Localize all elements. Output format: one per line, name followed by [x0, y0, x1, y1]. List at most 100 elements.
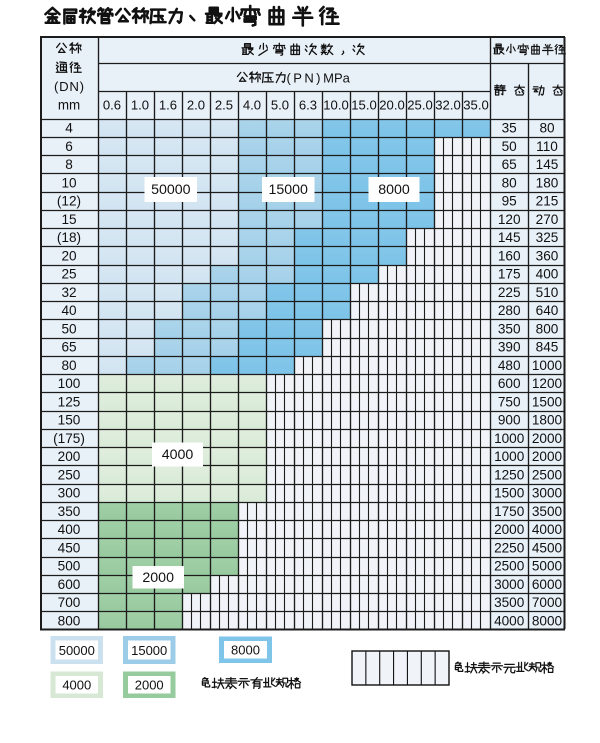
svg-text:2.5: 2.5	[215, 98, 233, 113]
svg-text:15: 15	[61, 212, 76, 227]
svg-text:8: 8	[65, 157, 73, 172]
svg-text:2000: 2000	[532, 431, 563, 446]
svg-text:120: 120	[498, 212, 521, 227]
svg-text:2000: 2000	[494, 522, 525, 537]
svg-text:300: 300	[58, 486, 81, 501]
svg-text:110: 110	[536, 139, 558, 154]
svg-text:800: 800	[58, 613, 81, 628]
svg-text:50: 50	[61, 321, 77, 336]
svg-text:6000: 6000	[532, 577, 563, 592]
svg-text:8000: 8000	[231, 643, 260, 658]
svg-text:700: 700	[58, 595, 81, 610]
svg-text:5.0: 5.0	[271, 98, 289, 113]
svg-text:35.0: 35.0	[463, 98, 488, 113]
svg-text:3500: 3500	[494, 595, 525, 610]
svg-text:25: 25	[61, 267, 76, 282]
svg-text:1500: 1500	[494, 486, 525, 501]
svg-text:600: 600	[58, 577, 81, 592]
svg-text:35: 35	[502, 121, 517, 136]
svg-text:(DN): (DN)	[54, 79, 84, 94]
svg-text:2500: 2500	[494, 559, 525, 574]
svg-text:845: 845	[536, 340, 559, 355]
svg-text:480: 480	[498, 358, 521, 373]
svg-text:1000: 1000	[494, 431, 525, 446]
svg-text:80: 80	[61, 358, 77, 373]
svg-text:25.0: 25.0	[407, 98, 432, 113]
svg-text:mm: mm	[58, 98, 80, 113]
svg-text:65: 65	[502, 157, 517, 172]
svg-text:145: 145	[498, 230, 521, 245]
svg-text:1250: 1250	[494, 467, 525, 482]
svg-text:32.0: 32.0	[435, 98, 460, 113]
svg-text:1000: 1000	[532, 358, 563, 373]
svg-text:15000: 15000	[268, 182, 308, 198]
svg-text:100: 100	[58, 376, 81, 391]
svg-text:50: 50	[502, 139, 518, 154]
svg-text:4000: 4000	[532, 522, 563, 537]
svg-text:8000: 8000	[532, 613, 563, 628]
svg-text:6.3: 6.3	[299, 98, 317, 113]
svg-text:360: 360	[536, 248, 559, 263]
svg-text:4000: 4000	[162, 447, 194, 463]
svg-text:2500: 2500	[532, 467, 563, 482]
svg-text:1.0: 1.0	[131, 98, 149, 113]
svg-text:500: 500	[58, 559, 81, 574]
svg-text:900: 900	[498, 413, 521, 428]
svg-text:215: 215	[536, 194, 559, 209]
svg-text:80: 80	[502, 175, 518, 190]
svg-text:640: 640	[536, 303, 559, 318]
svg-text:390: 390	[498, 340, 521, 355]
svg-text:225: 225	[498, 285, 521, 300]
svg-text:(PN): (PN)	[287, 71, 321, 86]
svg-text:1750: 1750	[494, 504, 525, 519]
svg-text:1200: 1200	[532, 376, 563, 391]
svg-text:160: 160	[498, 248, 521, 263]
svg-text:510: 510	[536, 285, 559, 300]
svg-text:3500: 3500	[532, 504, 563, 519]
svg-text:40: 40	[61, 303, 77, 318]
svg-text:5000: 5000	[532, 559, 563, 574]
svg-text:270: 270	[536, 212, 559, 227]
svg-text:4: 4	[65, 121, 73, 136]
svg-text:MPa: MPa	[323, 71, 351, 86]
svg-text:450: 450	[58, 540, 81, 555]
svg-text:125: 125	[58, 394, 81, 409]
svg-text:8000: 8000	[378, 182, 410, 198]
svg-text:(18): (18)	[57, 230, 81, 245]
svg-text:6: 6	[65, 139, 73, 154]
svg-text:0.6: 0.6	[103, 98, 121, 113]
svg-text:200: 200	[58, 449, 81, 464]
svg-text:600: 600	[498, 376, 521, 391]
svg-text:325: 325	[536, 230, 559, 245]
svg-text:750: 750	[498, 394, 521, 409]
svg-text:1800: 1800	[532, 413, 563, 428]
svg-text:10: 10	[61, 175, 77, 190]
svg-text:15000: 15000	[131, 643, 167, 658]
svg-text:1000: 1000	[494, 449, 525, 464]
svg-text:4000: 4000	[62, 678, 91, 693]
svg-text:95: 95	[502, 194, 517, 209]
svg-text:50000: 50000	[59, 643, 95, 658]
svg-text:350: 350	[498, 321, 521, 336]
svg-text:280: 280	[498, 303, 521, 318]
svg-text:20.0: 20.0	[379, 98, 404, 113]
svg-text:10.0: 10.0	[323, 98, 348, 113]
svg-text:175: 175	[498, 267, 521, 282]
svg-text:2000: 2000	[532, 449, 563, 464]
svg-text:7000: 7000	[532, 595, 563, 610]
svg-text:(12): (12)	[57, 194, 81, 209]
svg-text:2.0: 2.0	[187, 98, 205, 113]
svg-text:80: 80	[539, 121, 555, 136]
svg-text:3000: 3000	[532, 486, 563, 501]
svg-text:1500: 1500	[532, 394, 563, 409]
svg-text:2250: 2250	[494, 540, 525, 555]
svg-text:4500: 4500	[532, 540, 563, 555]
svg-text:32: 32	[61, 285, 76, 300]
svg-text:4.0: 4.0	[243, 98, 261, 113]
svg-text:4000: 4000	[494, 613, 525, 628]
svg-text:65: 65	[61, 340, 76, 355]
svg-text:400: 400	[536, 267, 559, 282]
svg-text:1.6: 1.6	[159, 98, 177, 113]
svg-text:20: 20	[61, 248, 77, 263]
svg-text:2000: 2000	[142, 570, 174, 586]
